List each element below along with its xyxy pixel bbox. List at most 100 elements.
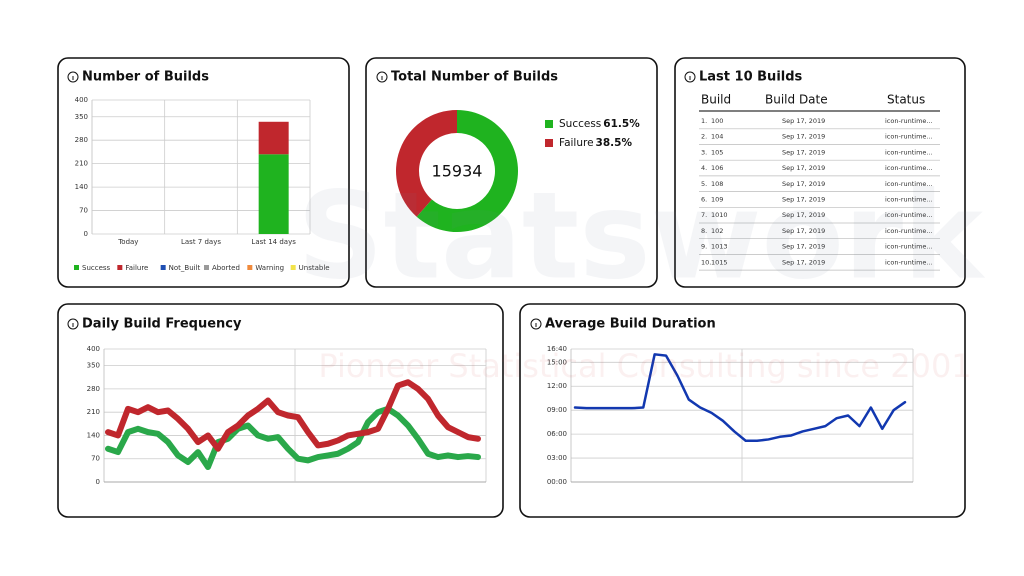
table-cell: Sep 17, 2019 [782,148,825,156]
table-cell: 6. [701,196,707,204]
table-cell: 10. [701,258,711,266]
info-icon [67,71,79,83]
y-tick-label: 350 [75,113,88,121]
table-cell: icon-runtime... [885,227,933,235]
table-cell: 7. [701,211,707,219]
legend-swatch [290,265,296,270]
y-tick-label: 06:00 [547,430,567,438]
panel [674,57,966,288]
legend-value: 61.5% [603,118,640,130]
y-tick-label: 70 [91,455,100,463]
legend-label: Not_Built [169,264,201,272]
legend-swatch [74,265,79,270]
info-icon [684,71,696,83]
table-header: Build [701,93,731,107]
info-icon [376,71,388,83]
y-tick-label: 0 [84,230,88,238]
panel-title: Number of Builds [82,70,209,85]
y-tick-label: 280 [75,136,88,144]
legend-label: Success [82,264,111,272]
bar-segment [258,121,289,155]
info-icon [530,318,542,330]
watermark: Pioneer Statistical Consulting since 200… [318,347,971,385]
table-cell: icon-runtime... [885,258,933,266]
table-cell: Sep 17, 2019 [782,164,825,172]
table-cell: Sep 17, 2019 [782,196,825,204]
legend-swatch [545,120,553,128]
table-header: Build Date [765,93,828,107]
info-icon [67,318,79,330]
legend-swatch [545,139,553,147]
line-series [573,353,907,443]
info-icons [67,71,696,330]
legend-swatch [117,265,123,270]
table-cell: icon-runtime... [885,164,933,172]
y-tick-label: 140 [75,183,88,191]
legend-swatch [204,265,209,270]
panel-title: Last 10 Builds [699,70,803,85]
table-cell: Sep 17, 2019 [782,227,825,235]
table-cell: Sep 17, 2019 [782,180,825,188]
y-tick-label: 280 [87,385,100,393]
y-tick-label: 0 [96,478,100,486]
table-cell: icon-runtime... [885,117,933,125]
table-cell: 8. [701,227,707,235]
table-cell: 1. [701,117,707,125]
table-cell: 1010 [711,211,728,219]
x-tick-label: Today [117,238,138,246]
y-tick-label: 350 [87,362,100,370]
y-tick-label: 03:00 [547,454,567,462]
y-tick-label: 16:40 [547,345,567,353]
y-tick-label: 140 [87,431,100,439]
table-cell: 4. [701,164,707,172]
panel-title: Total Number of Builds [391,70,558,85]
table-cell: 102 [711,227,723,235]
panel-title: Average Build Duration [545,317,716,332]
panel-title: Daily Build Frequency [82,317,242,332]
table-cell: 1015 [711,258,728,266]
table-cell: Sep 17, 2019 [782,211,825,219]
table-cell: icon-runtime... [885,148,933,156]
table-cell: icon-runtime... [885,180,933,188]
table-cell: 106 [711,164,723,172]
legend-label: Unstable [299,264,330,272]
table-header: Status [887,93,925,107]
legend-label: Failure [125,264,148,272]
table-cell: 9. [701,243,707,251]
y-tick-label: 15:00 [547,358,567,366]
legend-label: Success [559,118,601,130]
table-cell: Sep 17, 2019 [782,243,825,251]
table-cell: Sep 17, 2019 [782,133,825,141]
y-tick-label: 400 [75,96,88,104]
y-tick-label: 00:00 [547,478,567,486]
line-series [105,379,481,452]
donut-slice [416,110,518,232]
x-tick-label: Last 14 days [251,238,296,246]
legend-label: Warning [255,264,284,272]
watermark: Statswork [297,168,986,307]
line-series [105,405,481,471]
y-tick-label: 400 [87,345,100,353]
table-cell: icon-runtime... [885,133,933,141]
bar-segment [258,154,289,234]
table-cell: icon-runtime... [885,211,933,219]
table-cell: icon-runtime... [885,243,933,251]
table-cell: 2. [701,133,707,141]
table-cell: 1013 [711,243,728,251]
y-tick-label: 210 [87,408,100,416]
legend-label: Aborted [212,264,240,272]
table-cell: 104 [711,133,723,141]
table-cell: 108 [711,180,723,188]
legend-swatch [160,265,166,270]
legend-label: Failure [559,137,594,149]
table-cell: 109 [711,196,723,204]
table-cell: 5. [701,180,707,188]
x-tick-label: Last 7 days [181,238,221,246]
y-tick-label: 09:00 [547,406,567,414]
table-cell: 100 [711,117,723,125]
legend-swatch [247,265,253,270]
table-cell: 105 [711,148,723,156]
y-tick-label: 210 [75,160,88,168]
y-tick-label: 12:00 [547,382,567,390]
